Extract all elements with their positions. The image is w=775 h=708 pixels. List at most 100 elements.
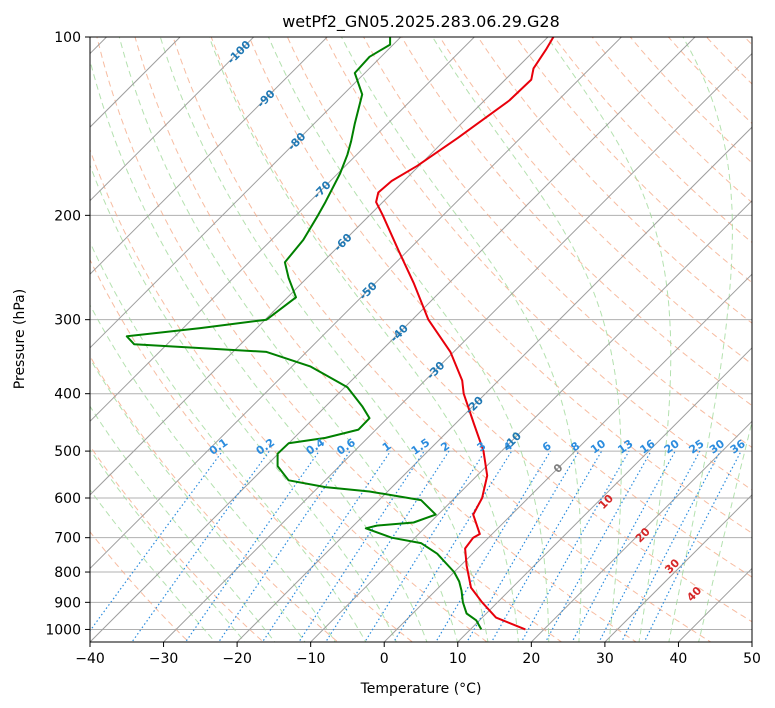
moist-adiabat-line xyxy=(432,37,622,642)
chart-title: wetPf2_GN05.2025.283.06.29.G28 xyxy=(282,12,560,32)
isotherm-line xyxy=(309,199,752,642)
y-tick-label: 600 xyxy=(54,491,81,507)
mixing-ratio-label: 0.2 xyxy=(254,436,277,458)
dry-adiabat-line xyxy=(90,258,414,642)
dry-adiabat-line xyxy=(248,37,752,578)
mixing-ratio-label: 8 xyxy=(569,439,583,454)
y-tick-label: 1000 xyxy=(45,622,81,638)
ticks-layer: −40 −30 −20 −10 0 10 20 30 40 5010020030040050060… xyxy=(45,30,761,667)
moist-adiabat-label: 30 xyxy=(662,556,682,576)
mixing-ratio-label: 13 xyxy=(615,437,635,456)
isotherm-label: -70 xyxy=(310,178,333,201)
dry-adiabat-line xyxy=(515,37,752,284)
isotherm-line xyxy=(751,641,752,642)
mixing-ratio-label: 3 xyxy=(475,439,489,454)
x-tick-label: 40 xyxy=(670,651,688,667)
mixing-ratio-label: 16 xyxy=(638,437,658,457)
dry-adiabat-line xyxy=(705,37,752,85)
isotherm-line xyxy=(90,37,696,642)
isotherm-line xyxy=(677,567,752,642)
x-tick-label: −20 xyxy=(222,651,252,667)
temperature-line xyxy=(375,37,555,631)
dry-adiabat-line xyxy=(553,37,752,244)
grid-layer xyxy=(0,10,775,654)
moist-adiabat-line xyxy=(668,37,733,642)
isotherm-line xyxy=(90,37,255,202)
dewpoint-line xyxy=(125,37,483,630)
isotherm-line xyxy=(90,37,328,275)
mixing-ratio-line xyxy=(131,450,270,642)
y-tick-label: 300 xyxy=(54,313,81,329)
moist-adiabat-line xyxy=(90,58,428,642)
isotherm-line xyxy=(90,37,623,570)
mixing-ratio-line xyxy=(298,450,425,642)
moist-adiabat-line xyxy=(208,37,519,642)
isotherm-line xyxy=(457,347,752,642)
isotherm-line xyxy=(90,37,402,349)
lines-layer xyxy=(125,37,555,631)
dry-adiabat-line xyxy=(134,37,638,642)
mixing-ratio-line xyxy=(598,450,701,642)
y-axis-label: Pressure (hPa) xyxy=(12,289,28,389)
moist-adiabat-line xyxy=(118,37,459,642)
isotherm-line xyxy=(90,37,181,128)
mixing-ratio-line xyxy=(435,450,552,642)
isotherm-label: -40 xyxy=(388,322,411,345)
y-tick-label: 900 xyxy=(54,595,81,611)
dry-adiabat-line xyxy=(477,37,752,324)
isotherm-label: -50 xyxy=(357,279,380,302)
moist-adiabat-line xyxy=(90,405,276,642)
moist-adiabat-line xyxy=(90,357,306,642)
mixing-ratio-line xyxy=(544,450,652,642)
x-tick-label: 50 xyxy=(743,651,761,667)
y-tick-label: 400 xyxy=(54,387,81,403)
mixing-ratio-line xyxy=(643,450,742,642)
dry-adiabat-line xyxy=(401,37,752,407)
x-tick-label: −40 xyxy=(75,651,105,667)
dry-adiabat-line xyxy=(629,37,752,164)
dry-adiabat-line xyxy=(439,37,752,365)
x-tick-label: 30 xyxy=(596,651,614,667)
moist-adiabat-label: 20 xyxy=(633,525,653,545)
dry-adiabat-line xyxy=(172,37,712,642)
isotherm-line xyxy=(90,37,549,496)
moist-adiabat-line xyxy=(341,37,582,642)
dry-adiabat-line xyxy=(756,10,775,654)
isotherm-line xyxy=(604,494,752,642)
isotherm-line xyxy=(383,273,752,642)
moist-adiabat-line xyxy=(90,241,367,642)
moist-adiabat-line xyxy=(90,488,216,642)
y-tick-label: 500 xyxy=(54,444,81,460)
isotherm-label: -60 xyxy=(331,231,354,254)
mixing-ratio-line xyxy=(393,450,513,642)
moist-adiabat-line xyxy=(698,419,752,642)
mixing-ratio-label: 10 xyxy=(588,437,608,457)
x-tick-label: 20 xyxy=(522,651,540,667)
dry-adiabat-line xyxy=(363,37,752,449)
isotherm-line xyxy=(0,10,60,654)
isotherm-line xyxy=(90,37,476,423)
dry-adiabat-line xyxy=(324,37,752,491)
moist-adiabat-line xyxy=(159,37,489,642)
moist-adiabat-line xyxy=(90,304,336,642)
x-tick-label: 10 xyxy=(449,651,467,667)
moist-adiabat-label: 10 xyxy=(596,492,616,512)
x-axis-label: Temperature (°C) xyxy=(360,681,482,697)
isotherm-label: -100 xyxy=(225,38,254,67)
mixing-ratio-label: 1.5 xyxy=(409,436,432,458)
mixing-ratio-line xyxy=(620,450,721,642)
plot-frame xyxy=(89,36,753,643)
mixing-ratio-line xyxy=(261,450,391,642)
isotherm-line xyxy=(162,52,752,642)
mixing-ratio-line xyxy=(324,450,450,642)
dry-adiabat-line xyxy=(90,445,264,642)
isotherm-line xyxy=(530,420,752,642)
y-tick-label: 100 xyxy=(54,30,81,46)
isotherm-label: -20 xyxy=(463,393,486,416)
mixing-ratio-label: 25 xyxy=(686,437,706,456)
mixing-ratio-label: 30 xyxy=(707,437,727,457)
x-tick-label: −30 xyxy=(149,651,179,667)
moist-adiabat-line xyxy=(546,37,672,642)
isotherm-line xyxy=(236,126,752,642)
